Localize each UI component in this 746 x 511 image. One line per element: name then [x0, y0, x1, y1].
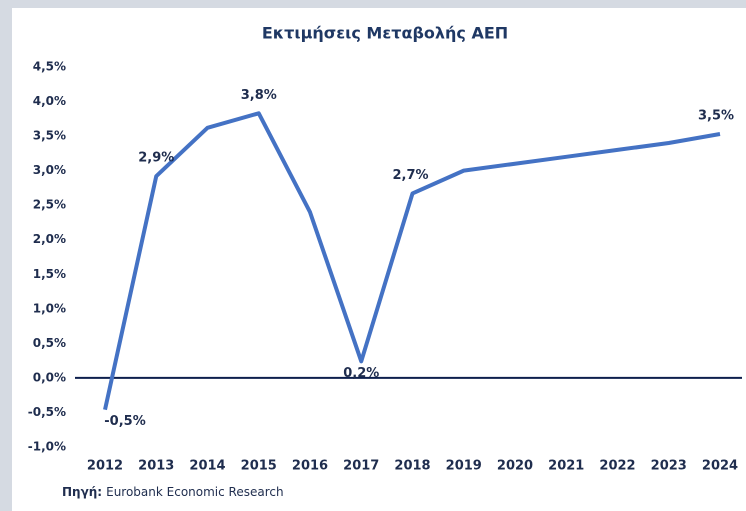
- y-tick-label: 0,0%: [33, 370, 66, 384]
- x-tick-label: 2023: [651, 459, 687, 474]
- source: Πηγή: Eurobank Economic Research: [62, 485, 284, 499]
- panel: [12, 8, 746, 511]
- y-tick-label: 1,0%: [33, 301, 66, 315]
- data-label: 0,2%: [343, 366, 379, 381]
- y-tick-label: 2,0%: [33, 232, 66, 246]
- source-label: Πηγή:: [62, 485, 102, 499]
- y-tick-label: 4,0%: [33, 94, 66, 108]
- x-tick-label: 2013: [138, 459, 174, 474]
- chart-title: Εκτιμήσεις Μεταβολής ΑΕΠ: [262, 24, 508, 43]
- y-tick-label: 1,5%: [33, 267, 66, 281]
- x-tick-label: 2015: [241, 459, 277, 474]
- x-tick-label: 2024: [702, 459, 738, 474]
- x-tick-label: 2014: [189, 459, 225, 474]
- y-tick-label: 0,5%: [33, 336, 66, 350]
- data-label: 2,9%: [138, 151, 174, 166]
- data-label: -0,5%: [104, 414, 145, 429]
- y-tick-label: 3,0%: [33, 163, 66, 177]
- x-tick-label: 2021: [548, 459, 584, 474]
- data-label: 3,8%: [241, 88, 277, 103]
- x-tick-label: 2012: [87, 459, 123, 474]
- line: [103, 111, 721, 411]
- x-tick-label: 2022: [599, 459, 635, 474]
- y-tick-label: 4,5%: [33, 60, 66, 74]
- x-tick-label: 2018: [394, 459, 430, 474]
- x-tick-label: 2020: [497, 459, 533, 474]
- y-tick-label: 2,5%: [33, 198, 66, 212]
- x-tick-label: 2017: [343, 459, 379, 474]
- source-text: Eurobank Economic Research: [106, 485, 284, 499]
- x-tick-label: 2016: [292, 459, 328, 474]
- y-tick-label: 3,5%: [33, 129, 66, 143]
- y-tick-label: -0,5%: [28, 405, 66, 419]
- data-label: 2,7%: [392, 168, 428, 183]
- x-tick-label: 2019: [446, 459, 482, 474]
- y-tick-label: -1,0%: [28, 440, 66, 454]
- data-label: 3,5%: [698, 109, 734, 124]
